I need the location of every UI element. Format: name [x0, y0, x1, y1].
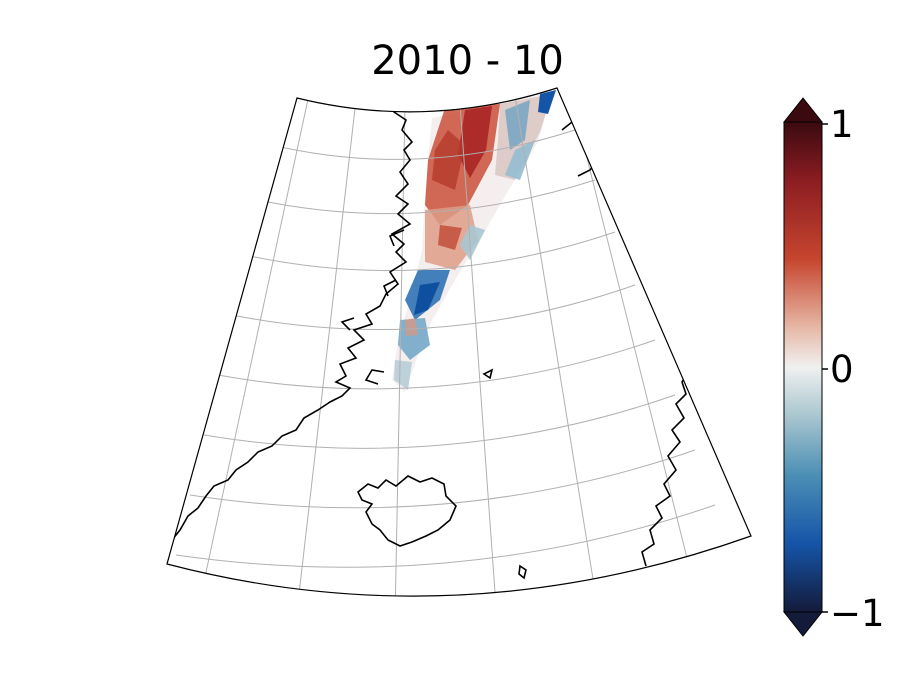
colorbar-extend-max	[782, 97, 824, 123]
map-title: 2010 - 10	[371, 38, 564, 84]
colorbar	[782, 97, 828, 637]
map-boundary	[166, 87, 752, 597]
anomaly-field	[392, 90, 556, 392]
colorbar-tick-label-zero: 0	[830, 348, 854, 391]
colorbar-tick-label-min: −1	[830, 592, 885, 635]
colorbar-body	[783, 121, 823, 613]
colorbar-tick-label-max: 1	[830, 103, 854, 146]
map-area	[167, 88, 751, 597]
colorbar-extend-min	[782, 611, 824, 637]
